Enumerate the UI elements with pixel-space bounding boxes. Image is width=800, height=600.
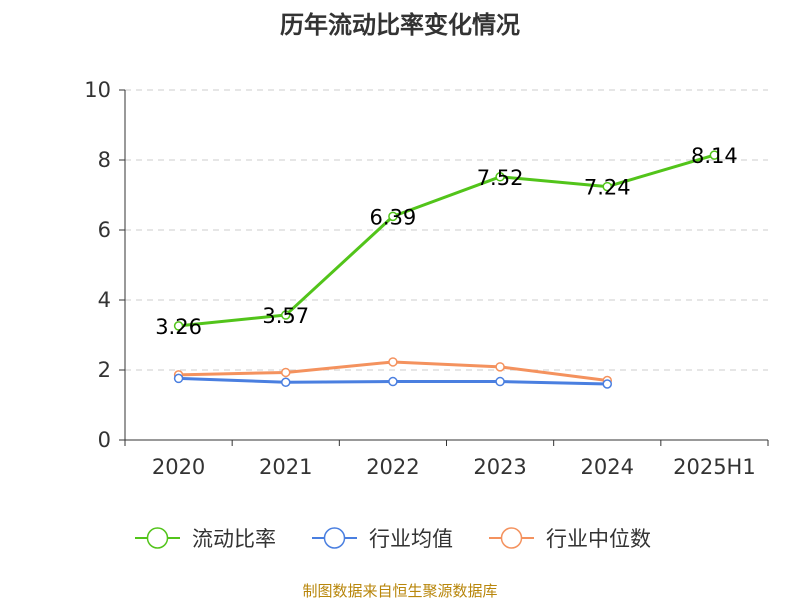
series-line — [178, 153, 715, 328]
data-point — [281, 367, 291, 378]
y-tick-label: 10 — [84, 78, 111, 102]
series — [173, 150, 720, 389]
data-point — [495, 172, 505, 182]
data-point — [602, 181, 612, 192]
data-point — [495, 362, 505, 372]
data-point — [388, 376, 398, 387]
legend-marker — [146, 527, 169, 549]
data-point — [602, 379, 612, 389]
y-tick-label: 2 — [98, 358, 111, 382]
data-label: 6.39 — [370, 205, 417, 229]
data-point — [281, 377, 291, 387]
data-point — [173, 321, 184, 331]
x-tick-label: 2025H1 — [673, 455, 756, 479]
data-point — [281, 310, 291, 320]
data-point — [173, 373, 184, 384]
data-label: 8.14 — [691, 144, 738, 168]
grid — [125, 89, 768, 371]
data-label: 3.26 — [155, 315, 202, 339]
data-point — [495, 376, 505, 387]
axes: 0 2 4 6 8 10 2020 2021 2022 2023 2024 2025H1 — [84, 78, 769, 479]
data-label: 3.57 — [262, 304, 309, 328]
legend-label: 流动比率 — [192, 527, 276, 551]
legend-marker — [500, 527, 523, 549]
data-label: 7.24 — [584, 176, 631, 200]
x-tick-label: 2022 — [366, 455, 419, 479]
data-point — [388, 357, 398, 367]
legend: 流动比率 行业均值 行业中位数 — [135, 527, 651, 551]
y-tick-label: 6 — [98, 218, 111, 242]
x-tick-label: 2021 — [259, 455, 312, 479]
legend-label: 行业中位数 — [546, 527, 651, 551]
y-tick-label: 0 — [98, 428, 111, 452]
data-label: 7.52 — [477, 166, 524, 190]
x-tick-label: 2024 — [581, 455, 634, 479]
legend-label: 行业均值 — [369, 527, 453, 551]
chart-title: 历年流动比率变化情况 — [280, 11, 520, 39]
y-tick-label: 8 — [98, 148, 111, 172]
y-tick-label: 4 — [98, 288, 111, 312]
x-tick-label: 2023 — [473, 455, 526, 479]
x-tick-label: 2020 — [152, 455, 205, 479]
source-note: 制图数据来自恒生聚源数据库 — [302, 582, 497, 600]
data-point — [388, 211, 398, 222]
data-point — [709, 150, 720, 160]
data-labels: 3.26 3.57 6.39 7.52 7.24 8.14 — [155, 144, 738, 339]
legend-marker — [323, 527, 346, 549]
